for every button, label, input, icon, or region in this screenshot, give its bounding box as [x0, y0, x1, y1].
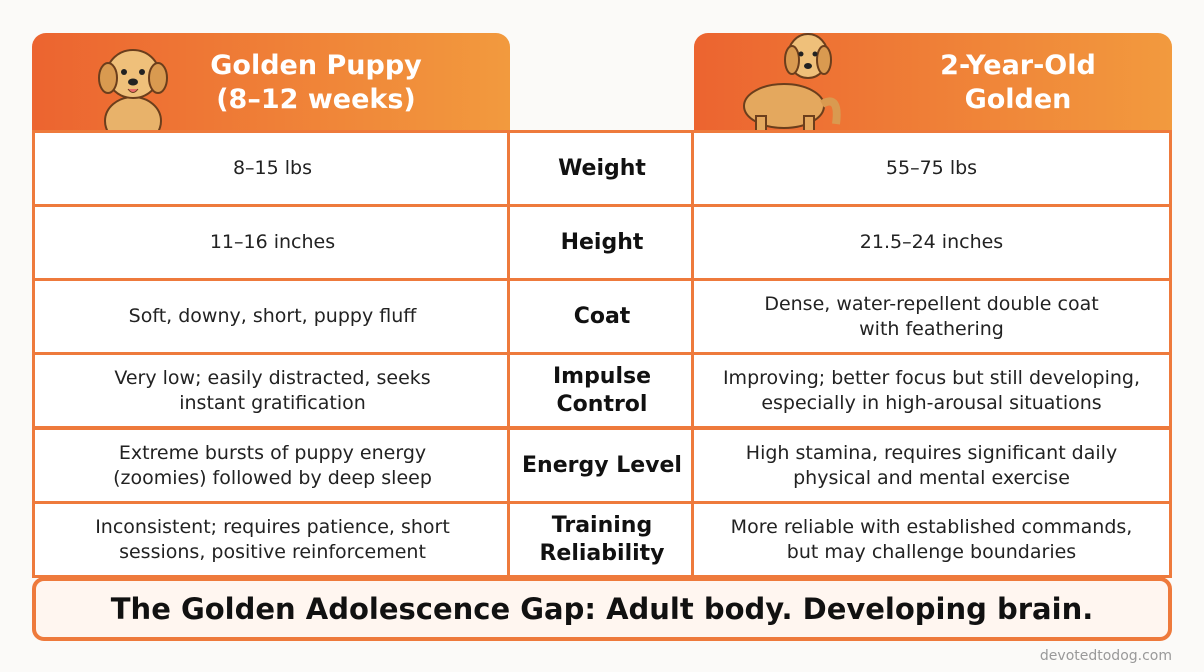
cell-line: Impulse — [552, 363, 652, 389]
adult-cell: 21.5–24 inches — [691, 204, 1172, 281]
cell-line: physical and mental exercise — [793, 466, 1070, 489]
cell-line: especially in high-arousal situations — [761, 391, 1102, 414]
adult-cell: More reliable with established commands,… — [691, 501, 1172, 578]
cell-line: Inconsistent; requires patience, short — [95, 515, 450, 538]
cell-line: Very low; easily distracted, seeks — [114, 366, 431, 389]
cell-line: Coat — [573, 303, 631, 329]
puppy-cell: Soft, downy, short, puppy fluff — [32, 278, 513, 355]
cell-line: Training — [551, 512, 653, 538]
adult-cell: Dense, water-repellent double coat with f… — [691, 278, 1172, 355]
cell-line: 8–15 lbs — [232, 157, 313, 179]
row-label: Impulse Control — [507, 352, 697, 429]
cell-line: Reliability — [539, 540, 665, 566]
cell-line: 55–75 lbs — [885, 157, 978, 179]
cell-line: sessions, positive reinforcement — [119, 540, 426, 563]
cell-line: Control — [556, 391, 648, 417]
cell-line: Extreme bursts of puppy energy — [118, 441, 427, 464]
row-label: Height — [507, 204, 697, 281]
cell-line: (zoomies) followed by deep sleep — [113, 466, 432, 489]
cell-line: High stamina, requires significant daily — [745, 441, 1118, 464]
header-line: 2-Year-Old — [940, 50, 1096, 81]
header-line: (8–12 weeks) — [216, 84, 416, 115]
adult-cell: 55–75 lbs — [691, 130, 1172, 207]
cell-line: instant gratification — [179, 391, 366, 414]
puppy-cell: Extreme bursts of puppy energy (zoomies) … — [32, 427, 513, 504]
header-line: Golden Puppy — [210, 50, 422, 81]
cell-line: Weight — [558, 155, 646, 181]
cell-line: More reliable with established commands, — [730, 515, 1133, 538]
cell-line: but may challenge boundaries — [786, 540, 1077, 563]
row-label: Weight — [507, 130, 697, 207]
adult-cell: High stamina, requires significant daily… — [691, 427, 1172, 504]
header-line: Golden — [964, 84, 1072, 115]
cell-line: Dense, water-repellent double coat — [764, 292, 1099, 315]
row-label: Coat — [507, 278, 697, 355]
watermark: devotedtodog.com — [1039, 648, 1172, 664]
row-label: Training Reliability — [507, 501, 697, 578]
puppy-cell: Inconsistent; requires patience, short se… — [32, 501, 513, 578]
cell-line: Soft, downy, short, puppy fluff — [128, 305, 417, 327]
cell-line: 11–16 inches — [209, 231, 336, 253]
row-label: Energy Level — [507, 427, 697, 504]
cell-line: 21.5–24 inches — [859, 231, 1004, 253]
puppy-cell: 8–15 lbs — [32, 130, 513, 207]
summary-banner: The Golden Adolescence Gap: Adult body. … — [32, 577, 1172, 641]
cell-line: Energy Level — [522, 452, 682, 478]
cell-line: Height — [560, 229, 644, 255]
cell-line: Improving; better focus but still develo… — [722, 366, 1141, 389]
cell-line: with feathering — [859, 317, 1004, 340]
puppy-cell: Very low; easily distracted, seeks instan… — [32, 352, 513, 429]
adult-cell: Improving; better focus but still develo… — [691, 352, 1172, 429]
puppy-cell: 11–16 inches — [32, 204, 513, 281]
